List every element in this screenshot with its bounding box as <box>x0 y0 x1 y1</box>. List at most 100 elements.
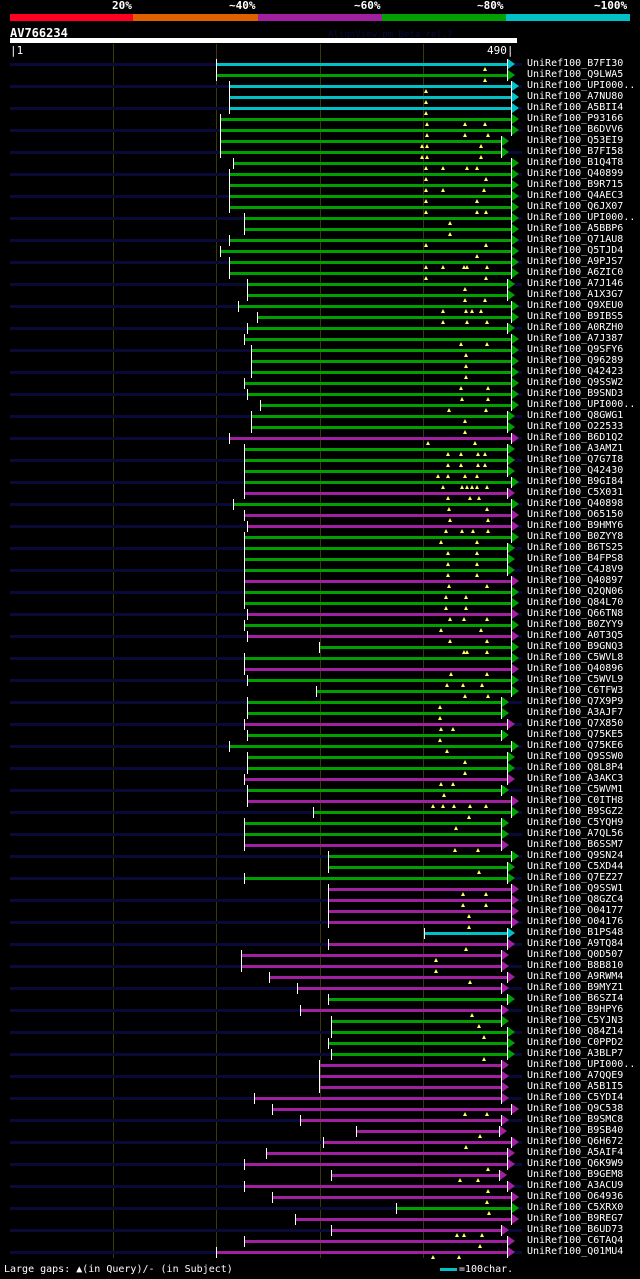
hit-label[interactable]: UniRef100_B1PS48 <box>527 927 624 938</box>
hit-label[interactable]: UniRef100_B9GEM8 <box>527 1169 624 1180</box>
hit-label[interactable]: UniRef100_Q7X9P9 <box>527 696 624 707</box>
hit-label[interactable]: UniRef100_Q53EI9 <box>527 135 624 146</box>
hit-label[interactable]: UniRef100_Q71AU8 <box>527 234 624 245</box>
hit-label[interactable]: UniRef100_Q8GWG1 <box>527 410 624 421</box>
alignment-bar[interactable] <box>254 1097 501 1100</box>
alignment-bar[interactable] <box>229 745 511 748</box>
hit-label[interactable]: UniRef100_B0ZYY8 <box>527 531 624 542</box>
alignment-bar[interactable] <box>319 1064 501 1067</box>
hit-label[interactable]: UniRef100_Q8L8P4 <box>527 762 624 773</box>
hit-label[interactable]: UniRef100_A6ZIC0 <box>527 267 624 278</box>
alignment-bar[interactable] <box>243 591 511 594</box>
alignment-bar[interactable] <box>294 1218 511 1221</box>
hit-label[interactable]: UniRef100_C5X031 <box>527 487 624 498</box>
hit-label[interactable]: UniRef100_B7FI30 <box>527 58 624 69</box>
hit-label[interactable]: UniRef100_O65150 <box>527 509 624 520</box>
alignment-bar[interactable] <box>251 371 511 374</box>
alignment-bar[interactable] <box>243 228 511 231</box>
hit-label[interactable]: UniRef100_A7J387 <box>527 333 624 344</box>
alignment-bar[interactable] <box>424 932 507 935</box>
alignment-bar[interactable] <box>243 492 507 495</box>
hit-label[interactable]: UniRef100_UPI000.. <box>527 399 636 410</box>
alignment-bar[interactable] <box>330 1020 501 1023</box>
alignment-bar[interactable] <box>243 580 511 583</box>
alignment-bar[interactable] <box>247 613 511 616</box>
hit-label[interactable]: UniRef100_Q40899 <box>527 168 624 179</box>
hit-label[interactable]: UniRef100_B6DVV6 <box>527 124 624 135</box>
hit-label[interactable]: UniRef100_Q6JX07 <box>527 201 624 212</box>
hit-label[interactable]: UniRef100_Q40897 <box>527 575 624 586</box>
hit-label[interactable]: UniRef100_Q9C538 <box>527 1103 624 1114</box>
hit-label[interactable]: UniRef100_B9HPY6 <box>527 1004 624 1015</box>
alignment-bar[interactable] <box>243 536 511 539</box>
hit-label[interactable]: UniRef100_A0RZH0 <box>527 322 624 333</box>
alignment-bar[interactable] <box>243 547 507 550</box>
alignment-bar[interactable] <box>229 261 511 264</box>
hit-label[interactable]: UniRef100_Q66TN8 <box>527 608 624 619</box>
hit-label[interactable]: UniRef100_Q9SSW2 <box>527 377 624 388</box>
alignment-bar[interactable] <box>313 811 511 814</box>
hit-label[interactable]: UniRef100_B9SB40 <box>527 1125 624 1136</box>
hit-label[interactable]: UniRef100_A7QL56 <box>527 828 624 839</box>
hit-label[interactable]: UniRef100_B9SMC8 <box>527 1114 624 1125</box>
hit-label[interactable]: UniRef100_Q8GZC4 <box>527 894 624 905</box>
alignment-bar[interactable] <box>327 855 511 858</box>
hit-label[interactable]: UniRef100_O64936 <box>527 1191 624 1202</box>
alignment-bar[interactable] <box>229 107 511 110</box>
hit-label[interactable]: UniRef100_C5XRX0 <box>527 1202 624 1213</box>
alignment-bar[interactable] <box>247 767 507 770</box>
hit-label[interactable]: UniRef100_A3AKC3 <box>527 773 624 784</box>
hit-label[interactable]: UniRef100_Q9SN24 <box>527 850 624 861</box>
alignment-bar[interactable] <box>316 690 511 693</box>
hit-label[interactable]: UniRef100_A7J146 <box>527 278 624 289</box>
hit-label[interactable]: UniRef100_Q75KE5 <box>527 729 624 740</box>
alignment-bar[interactable] <box>265 1152 507 1155</box>
alignment-bar[interactable] <box>243 514 511 517</box>
hit-label[interactable]: UniRef100_UPI000.. <box>527 212 636 223</box>
hit-label[interactable]: UniRef100_A9PJS7 <box>527 256 624 267</box>
hit-label[interactable]: UniRef100_C5YJN3 <box>527 1015 624 1026</box>
alignment-bar[interactable] <box>243 844 501 847</box>
hit-label[interactable]: UniRef100_B9R715 <box>527 179 624 190</box>
alignment-bar[interactable] <box>243 1163 507 1166</box>
hit-label[interactable]: UniRef100_B9IBS5 <box>527 311 624 322</box>
hit-label[interactable]: UniRef100_Q9SSW0 <box>527 751 624 762</box>
alignment-bar[interactable] <box>229 184 511 187</box>
hit-label[interactable]: UniRef100_B8B810 <box>527 960 624 971</box>
alignment-bar[interactable] <box>247 294 507 297</box>
alignment-bar[interactable] <box>229 85 511 88</box>
hit-label[interactable]: UniRef100_UPI000.. <box>527 80 636 91</box>
alignment-bar[interactable] <box>247 789 501 792</box>
hit-label[interactable]: UniRef100_Q5TJD4 <box>527 245 624 256</box>
hit-label[interactable]: UniRef100_Q40896 <box>527 663 624 674</box>
hit-label[interactable]: UniRef100_A9TQ84 <box>527 938 624 949</box>
alignment-bar[interactable] <box>327 998 507 1001</box>
hit-label[interactable]: UniRef100_Q40898 <box>527 498 624 509</box>
alignment-bar[interactable] <box>240 954 501 957</box>
hit-label[interactable]: UniRef100_Q84L70 <box>527 597 624 608</box>
alignment-bar[interactable] <box>243 558 507 561</box>
alignment-bar[interactable] <box>247 800 511 803</box>
hit-label[interactable]: UniRef100_Q6K9W9 <box>527 1158 624 1169</box>
hit-label[interactable]: UniRef100_B6D1Q2 <box>527 432 624 443</box>
hit-label[interactable]: UniRef100_B6TS25 <box>527 542 624 553</box>
hit-label[interactable]: UniRef100_Q9XEU0 <box>527 300 624 311</box>
alignment-bar[interactable] <box>243 822 501 825</box>
alignment-bar[interactable] <box>247 712 501 715</box>
alignment-bar[interactable] <box>220 250 511 253</box>
hit-label[interactable]: UniRef100_C5WVM1 <box>527 784 624 795</box>
hit-label[interactable]: UniRef100_C5XD44 <box>527 861 624 872</box>
hit-label[interactable]: UniRef100_A5BBP6 <box>527 223 624 234</box>
alignment-bar[interactable] <box>220 129 511 132</box>
hit-label[interactable]: UniRef100_Q96289 <box>527 355 624 366</box>
alignment-bar[interactable] <box>271 1196 511 1199</box>
alignment-bar[interactable] <box>327 910 511 913</box>
alignment-bar[interactable] <box>299 1009 501 1012</box>
hit-label[interactable]: UniRef100_Q42430 <box>527 465 624 476</box>
hit-label[interactable]: UniRef100_A3AMZ1 <box>527 443 624 454</box>
hit-label[interactable]: UniRef100_B9HMY6 <box>527 520 624 531</box>
alignment-bar[interactable] <box>319 646 511 649</box>
hit-label[interactable]: UniRef100_O22533 <box>527 421 624 432</box>
alignment-bar[interactable] <box>268 976 507 979</box>
hit-label[interactable]: UniRef100_A9RWM4 <box>527 971 624 982</box>
